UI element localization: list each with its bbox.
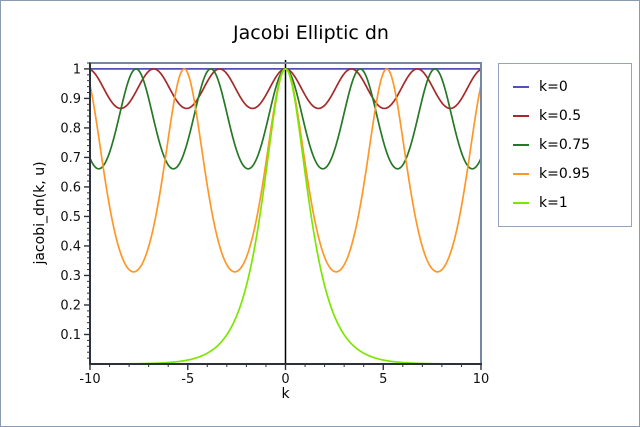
legend-item-k=0.75: k=0.75: [513, 137, 631, 153]
x-axis-label: k: [281, 386, 290, 402]
legend-swatch: [513, 114, 529, 117]
legend-label: k=0.75: [539, 136, 591, 153]
y-tick-label: 0.8: [60, 121, 81, 136]
y-tick-label: 0.1: [60, 328, 81, 343]
x-tick-label: 0: [281, 372, 289, 387]
legend-item-k=0.5: k=0.5: [513, 108, 631, 124]
legend-label: k=1: [539, 195, 568, 212]
legend-label: k=0.5: [539, 107, 582, 124]
x-tick-label: 5: [379, 372, 387, 387]
y-axis-label: jacobi_dn(k, u): [32, 161, 48, 265]
x-tick-label: -10: [79, 372, 100, 387]
y-tick-label: 0.5: [60, 210, 81, 225]
legend-swatch: [513, 143, 529, 146]
legend-item-k=1: k=1: [513, 195, 631, 211]
y-tick-label: 0.7: [60, 151, 81, 166]
y-tick-label: 1: [73, 62, 81, 77]
x-tick-label: -5: [181, 372, 194, 387]
y-tick-label: 0.9: [60, 92, 81, 107]
legend-swatch: [513, 85, 529, 88]
legend-swatch: [513, 202, 529, 205]
legend-item-k=0: k=0: [513, 79, 631, 95]
legend: k=0 k=0.5 k=0.75 k=0.95 k=1: [498, 63, 632, 227]
legend-item-k=0.95: k=0.95: [513, 166, 631, 182]
y-tick-label: 0.2: [60, 298, 81, 313]
y-tick-label: 0.3: [60, 269, 81, 284]
legend-label: k=0: [539, 78, 568, 95]
legend-swatch: [513, 173, 529, 176]
legend-label: k=0.95: [539, 166, 591, 183]
x-tick-label: 10: [473, 372, 490, 387]
y-tick-label: 0.6: [60, 180, 81, 195]
chart-title: Jacobi Elliptic dn: [233, 22, 389, 44]
y-tick-label: 0.4: [60, 239, 81, 254]
